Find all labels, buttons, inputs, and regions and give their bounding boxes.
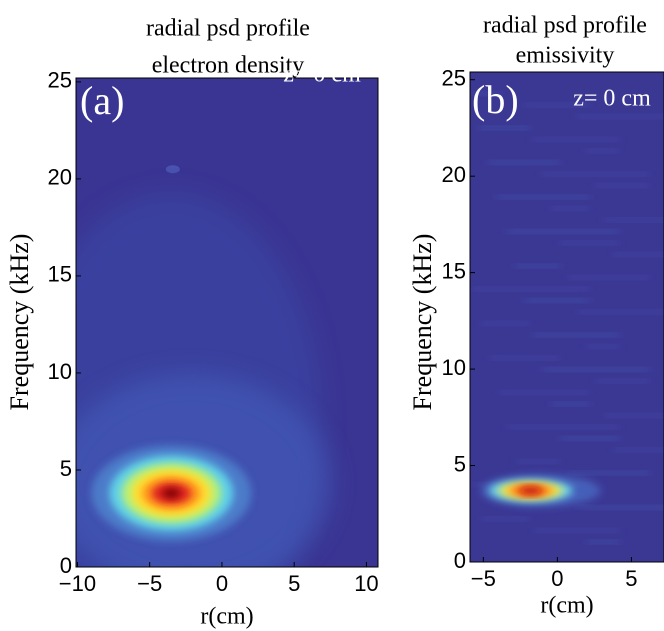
plot-area (76, 78, 378, 567)
streak (480, 322, 530, 325)
x-tick-label: 0 (551, 566, 563, 591)
streak (577, 310, 664, 314)
chart-subtitle: electron density (152, 53, 305, 79)
contour-level (518, 486, 543, 495)
streak (578, 506, 664, 509)
streak (498, 391, 590, 394)
chart-title: radial psd profile (483, 13, 647, 39)
y-axis-label: Frequency (kHz) (5, 234, 34, 411)
blob (165, 165, 180, 174)
streak (576, 115, 664, 118)
streak (470, 92, 500, 95)
streak (560, 437, 620, 440)
streak (569, 471, 650, 475)
y-tick-label: 10 (48, 359, 72, 384)
x-tick-label: 5 (625, 566, 637, 591)
plot-area (470, 72, 664, 562)
panel-label: (a) (80, 78, 124, 123)
streak (550, 207, 590, 210)
streak (516, 460, 560, 463)
streak (559, 241, 620, 245)
axes-frame (75, 77, 379, 568)
x-tick-label: 0 (216, 571, 228, 596)
y-tick-label: 0 (60, 553, 72, 578)
streak (587, 540, 620, 544)
x-axis-label: r(cm) (200, 604, 253, 630)
streak (612, 253, 664, 256)
streak (532, 138, 620, 141)
chart-title: radial psd profile (146, 16, 310, 42)
panel-label: (b) (472, 77, 519, 122)
y-tick-label: 20 (48, 165, 72, 190)
annotation: z= 0 cm (283, 62, 361, 88)
y-tick-label: 20 (442, 162, 466, 187)
y-tick-label: 25 (48, 68, 72, 93)
y-axis-label: Frequency (kHz) (408, 234, 437, 411)
y-tick-label: 10 (442, 355, 466, 380)
y-tick-label: 5 (60, 456, 72, 481)
streak (603, 218, 664, 222)
streak (479, 126, 530, 130)
streak (507, 425, 620, 429)
y-tick-label: 5 (454, 451, 466, 476)
y-tick-label: 0 (454, 548, 466, 573)
x-tick-label: 5 (288, 571, 300, 596)
x-axis-label: r(cm) (540, 593, 593, 619)
chart-subtitle: emissivity (516, 43, 615, 69)
streak (542, 368, 650, 371)
streak (585, 149, 620, 153)
annotation: z= 0 cm (573, 86, 651, 112)
streak (541, 172, 650, 176)
streak (534, 529, 620, 532)
streak (613, 448, 664, 452)
y-tick-label: 15 (442, 258, 466, 283)
axes-frame (469, 71, 664, 563)
streak (506, 230, 620, 233)
streak (586, 345, 620, 348)
streak (515, 264, 560, 268)
streak (604, 414, 664, 417)
y-tick-label: 15 (48, 262, 72, 287)
streak (568, 276, 650, 279)
y-tick-label: 25 (442, 66, 466, 91)
streak (488, 161, 560, 164)
x-tick-label: −5 (137, 571, 162, 596)
x-tick-label: 10 (354, 571, 378, 596)
streak (471, 287, 590, 291)
x-tick-label: −5 (471, 566, 496, 591)
streak (533, 333, 620, 337)
contour-level (162, 488, 181, 499)
streak (497, 195, 590, 199)
streak (523, 103, 590, 107)
streak (524, 299, 590, 302)
x-tick-label: −10 (59, 571, 96, 596)
streak (594, 184, 650, 187)
streak (489, 356, 560, 360)
streak (595, 379, 650, 383)
streak (481, 517, 530, 521)
streak (551, 402, 590, 406)
